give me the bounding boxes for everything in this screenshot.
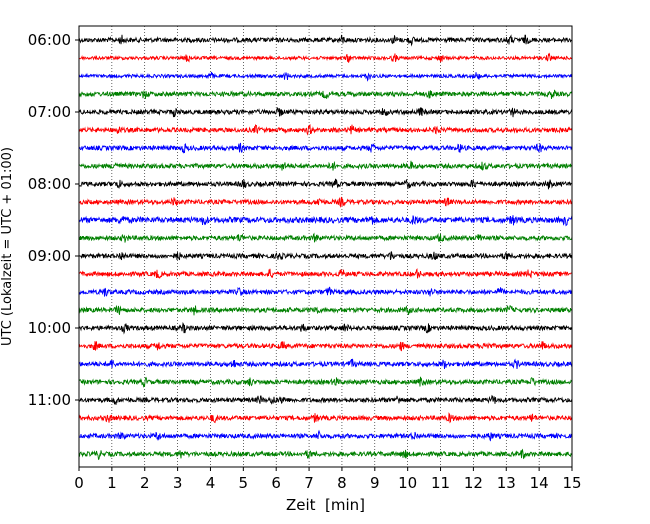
- trace-layer: [78, 34, 573, 461]
- seismic-trace-1100: [78, 394, 573, 405]
- plot-frame: [78, 25, 573, 468]
- seismic-trace-0830: [78, 215, 573, 227]
- x-axis-label: Zeit [min]: [286, 496, 365, 514]
- seismic-trace-0815: [78, 196, 573, 209]
- seismic-trace-0745: [78, 160, 573, 171]
- seismic-trace-1130: [78, 429, 573, 442]
- x-tick-label: 7: [304, 474, 314, 492]
- x-axis: 0 1 2 3 4 5 6 7 8 9 10 11 12 13 14 15: [74, 467, 582, 492]
- x-tick-label: 9: [370, 474, 380, 492]
- x-tick-label: 14: [530, 474, 549, 492]
- seismic-trace-0915: [78, 268, 573, 279]
- seismic-trace-0615: [78, 52, 573, 63]
- seismic-trace-0845: [78, 232, 573, 243]
- y-axis: 06:00 07:00 08:00 09:00 10:00 11:00: [28, 31, 79, 409]
- seismic-trace-0700: [78, 106, 573, 118]
- x-tick-label: 15: [562, 474, 581, 492]
- y-tick-label: 11:00: [28, 391, 71, 409]
- seismic-trace-1145: [78, 448, 573, 461]
- x-tick-label: 11: [431, 474, 450, 492]
- x-tick-label: 4: [206, 474, 216, 492]
- seismic-trace-0800: [78, 178, 573, 190]
- y-axis-label: UTC (Lokalzeit = UTC + 01:00): [0, 147, 15, 346]
- x-tick-label: 1: [107, 474, 117, 492]
- seismic-trace-0730: [78, 142, 573, 154]
- x-tick-label: 3: [173, 474, 183, 492]
- x-tick-label: 8: [337, 474, 347, 492]
- y-tick-label: 07:00: [28, 103, 71, 121]
- seismic-trace-1015: [78, 341, 573, 352]
- y-tick-label: 06:00: [28, 31, 71, 49]
- seismic-trace-0645: [78, 89, 573, 100]
- seismic-trace-1030: [78, 358, 573, 370]
- y-tick-label: 08:00: [28, 175, 71, 193]
- seismic-trace-1000: [78, 321, 573, 335]
- x-tick-label: 5: [239, 474, 249, 492]
- seismic-trace-0630: [78, 71, 573, 82]
- x-tick-label: 10: [398, 474, 417, 492]
- seismic-trace-0715: [78, 123, 573, 136]
- seismic-trace-0900: [78, 251, 573, 261]
- y-tick-label: 10:00: [28, 319, 71, 337]
- x-tick-label: 2: [140, 474, 150, 492]
- seismic-trace-1045: [78, 376, 573, 388]
- x-tick-label: 12: [464, 474, 483, 492]
- seismic-trace-0930: [78, 286, 573, 297]
- y-tick-label: 09:00: [28, 247, 71, 265]
- seismic-trace-1115: [78, 412, 573, 424]
- seismic-trace-0945: [78, 304, 573, 316]
- seismic-trace-0600: [78, 34, 573, 47]
- x-tick-label: 6: [271, 474, 281, 492]
- x-tick-label: 13: [497, 474, 516, 492]
- x-tick-label: 0: [74, 474, 84, 492]
